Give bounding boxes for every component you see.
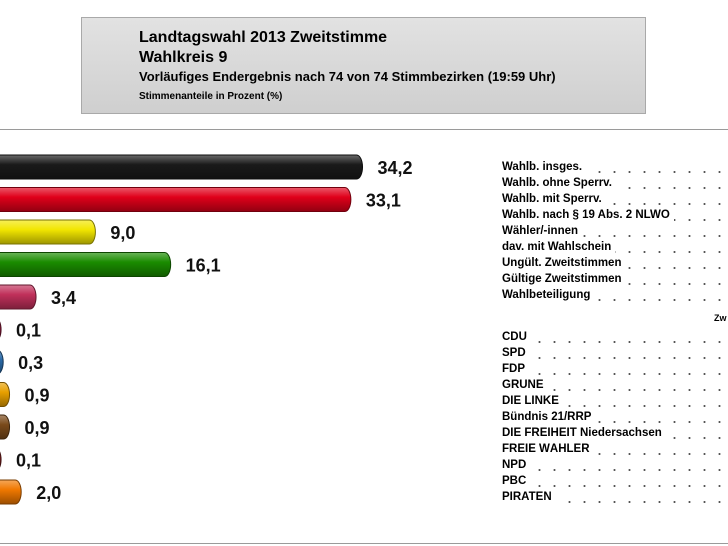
stat-row-label: Wahlb. nach § 19 Abs. 2 NLWO	[502, 209, 674, 221]
party-row-label: CDU	[502, 331, 531, 343]
stat-row: Ungült. Zweitstimmen	[502, 257, 728, 273]
party-row-label: DIE FREIHEIT Niedersachsen	[502, 427, 666, 439]
stat-row: Wahlb. insges.	[502, 161, 728, 177]
bar	[0, 451, 2, 468]
party-row: CDU	[502, 331, 728, 347]
stat-row-label: Wahlb. ohne Sperrv.	[502, 177, 616, 189]
stat-row: dav. mit Wahlschein	[502, 241, 728, 257]
header-panel: Landtagswahl 2013 Zweitstimme Wahlkreis …	[81, 17, 646, 114]
count-status: Vorläufiges Endergebnis nach 74 von 74 S…	[139, 69, 556, 84]
stat-row-label: Ungült. Zweitstimmen	[502, 257, 626, 269]
stat-row-label: dav. mit Wahlschein	[502, 241, 616, 253]
party-row-label: Bündnis 21/RRP	[502, 411, 596, 423]
bar	[0, 252, 172, 277]
party-row-label: SPD	[502, 347, 530, 359]
party-row-label: FDP	[502, 363, 529, 375]
page-title: Landtagswahl 2013 Zweitstimme	[139, 29, 388, 46]
bar-value-label: 3,4	[51, 288, 76, 308]
party-row: FREIE WÄHLER	[502, 443, 728, 459]
party-row-label: NPD	[502, 459, 531, 471]
dot-leader	[502, 389, 728, 391]
constituency-label: Wahlkreis 9	[139, 49, 228, 66]
party-list: CDU SPD FDP GRÜNE DIE LINKE Bündnis 21/RRP DIE…	[502, 331, 728, 507]
stat-row: Wahlb. ohne Sperrv.	[502, 177, 728, 193]
stat-row-label: Wähler/-innen	[502, 225, 583, 237]
party-row-label: PBC	[502, 475, 531, 487]
bar	[0, 350, 4, 374]
party-row-label: PIRATEN	[502, 491, 556, 503]
bottom-divider	[0, 543, 728, 544]
dot-leader	[502, 405, 728, 407]
bar-value-label: 34,2	[378, 158, 413, 178]
dot-leader	[502, 251, 728, 253]
dot-leader	[502, 421, 728, 423]
stat-row-label: Wahlb. mit Sperrv.	[502, 193, 606, 205]
party-row-label: DIE LINKE	[502, 395, 563, 407]
stat-row-label: Wahlb. insges.	[502, 161, 587, 173]
bar-value-label: 0,1	[16, 451, 41, 471]
bar	[0, 154, 364, 180]
bar-value-label: 0,1	[16, 321, 41, 341]
vote-share-chart: 34,2 33,1 9,0 16,1 3,4 0,1 0,3 0,9 0,9 0,1 2,0	[0, 154, 413, 505]
bar-value-label: 33,1	[366, 191, 401, 211]
top-divider	[0, 129, 728, 130]
bar	[0, 219, 96, 245]
bar-value-label: 0,3	[18, 353, 43, 373]
bar-value-label: 0,9	[25, 418, 50, 438]
bar	[0, 284, 37, 310]
party-row: Bündnis 21/RRP	[502, 411, 728, 427]
dot-leader	[502, 203, 728, 205]
dot-leader	[502, 357, 728, 359]
stat-row-label: Wahlbeteiligung	[502, 289, 595, 301]
bar	[0, 414, 11, 440]
dot-leader	[502, 299, 728, 301]
bar-value-label: 9,0	[110, 223, 135, 243]
turnout-stats-list: Wahlb. insges. Wahlb. ohne Sperrv. Wahlb. …	[502, 161, 728, 305]
stat-row-label: Gültige Zweitstimmen	[502, 273, 626, 285]
party-row: DIE FREIHEIT Niedersachsen	[502, 427, 728, 443]
party-row-label: GRÜNE	[502, 379, 548, 391]
dot-leader	[502, 469, 728, 471]
party-row-label: FREIE WÄHLER	[502, 443, 594, 455]
dot-leader	[502, 485, 728, 487]
dot-leader	[502, 373, 728, 375]
bar	[0, 321, 2, 338]
stat-row: Wahlb. mit Sperrv.	[502, 193, 728, 209]
dot-leader	[502, 171, 728, 173]
dot-leader	[502, 501, 728, 503]
bar-value-label: 0,9	[25, 386, 50, 406]
party-row: GRÜNE	[502, 379, 728, 395]
bar-value-label: 16,1	[186, 256, 221, 276]
stat-row: Wahlb. nach § 19 Abs. 2 NLWO	[502, 209, 728, 225]
party-row: PIRATEN	[502, 491, 728, 507]
stat-row: Gültige Zweitstimmen	[502, 273, 728, 289]
stat-row: Wahlbeteiligung	[502, 289, 728, 305]
dot-leader	[502, 453, 728, 455]
dot-leader	[502, 341, 728, 343]
bar	[0, 187, 352, 212]
bar	[0, 479, 22, 505]
party-row: PBC	[502, 475, 728, 491]
unit-note: Stimmenanteile in Prozent (%)	[139, 91, 283, 102]
bar	[0, 382, 11, 407]
dot-leader	[502, 235, 728, 237]
party-row: NPD	[502, 459, 728, 475]
bar-value-label: 2,0	[36, 483, 61, 503]
column-header: Zw	[714, 313, 727, 323]
party-row: SPD	[502, 347, 728, 363]
party-row: FDP	[502, 363, 728, 379]
party-row: DIE LINKE	[502, 395, 728, 411]
stat-row: Wähler/-innen	[502, 225, 728, 241]
